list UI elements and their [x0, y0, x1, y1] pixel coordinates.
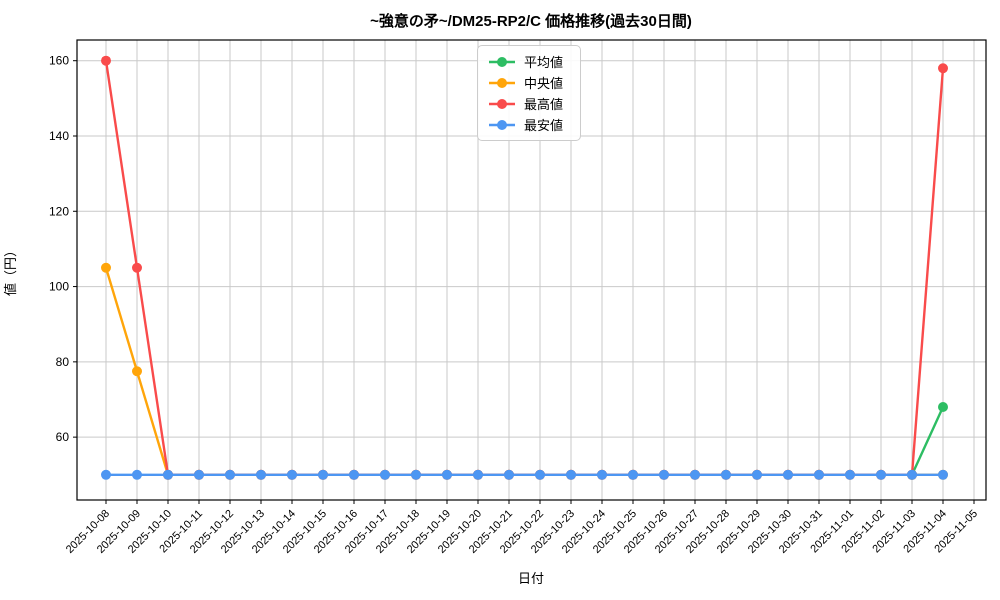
grid-layer	[77, 40, 986, 500]
data-point	[132, 469, 142, 480]
data-point	[814, 469, 824, 480]
chart-title: ~強意の矛~/DM25-RP2/C 価格推移(過去30日間)	[370, 12, 692, 30]
series-最安値	[101, 469, 948, 480]
y-tick-label: 160	[49, 54, 69, 68]
data-point	[845, 469, 855, 480]
series-layer	[101, 55, 948, 480]
data-point	[380, 469, 390, 480]
legend-line-sample	[489, 119, 515, 130]
legend-line-sample	[489, 77, 515, 88]
data-point	[938, 402, 948, 413]
legend-item: 最安値	[488, 116, 570, 133]
data-point	[101, 55, 111, 66]
data-point	[504, 469, 514, 480]
data-point	[783, 469, 793, 480]
legend-label: 平均値	[524, 55, 564, 70]
data-point	[535, 469, 545, 480]
data-point	[132, 262, 142, 273]
data-point	[628, 469, 638, 480]
data-point	[225, 469, 235, 480]
data-point	[721, 469, 731, 480]
data-point	[132, 366, 142, 377]
data-point	[101, 262, 111, 273]
data-point	[287, 469, 297, 480]
data-point	[597, 469, 607, 480]
legend-label: 最高値	[524, 97, 564, 112]
series-line	[910, 405, 945, 476]
data-point	[318, 469, 328, 480]
y-tick-label: 120	[49, 204, 69, 218]
data-point	[163, 469, 173, 480]
data-point	[938, 469, 948, 480]
data-point	[411, 469, 421, 480]
legend-label: 中央値	[524, 76, 564, 91]
data-point	[442, 469, 452, 480]
plot-border	[76, 39, 987, 501]
legend-line-sample	[489, 98, 515, 109]
data-point	[194, 469, 204, 480]
series-line	[104, 266, 945, 476]
legend-marker	[497, 56, 507, 67]
x-axis-label: 日付	[518, 571, 544, 586]
legend-item: 平均値	[488, 53, 570, 70]
y-tick-label: 140	[49, 129, 69, 143]
data-point	[566, 469, 576, 480]
legend-line-sample	[489, 56, 515, 67]
series-中央値	[101, 262, 948, 480]
y-tick-label: 100	[49, 280, 69, 294]
data-point	[690, 469, 700, 480]
data-point	[659, 469, 669, 480]
legend-item: 中央値	[488, 74, 570, 91]
data-point	[349, 469, 359, 480]
data-point	[876, 469, 886, 480]
data-point	[473, 469, 483, 480]
legend-item: 最高値	[488, 95, 570, 112]
data-point	[256, 469, 266, 480]
legend-marker	[497, 77, 507, 88]
y-tick-label: 60	[56, 430, 70, 444]
legend-label: 最安値	[524, 118, 564, 133]
data-point	[752, 469, 762, 480]
legend-marker	[497, 98, 507, 109]
legend-marker	[497, 119, 507, 130]
data-point	[101, 469, 111, 480]
data-point	[938, 63, 948, 74]
legend: 平均値中央値最高値最安値	[477, 45, 581, 141]
data-point	[907, 469, 917, 480]
y-axis-label: 値（円）	[3, 244, 18, 296]
y-tick-label: 80	[56, 355, 70, 369]
